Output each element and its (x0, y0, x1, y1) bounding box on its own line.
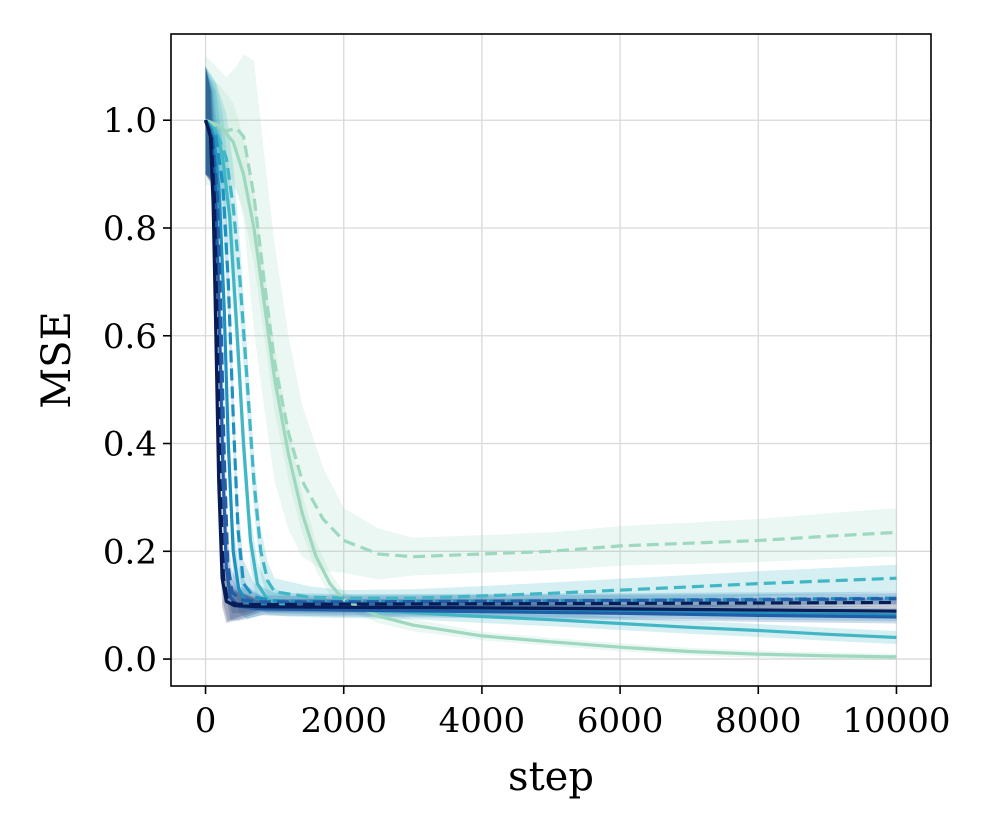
grid (171, 34, 931, 686)
x-axis-label: step (508, 754, 594, 800)
x-tick-label: 8000 (715, 701, 802, 741)
series-band-0 (205, 54, 897, 580)
series-line-5 (204, 119, 897, 617)
x-tick-label: 10000 (842, 701, 950, 741)
plot-frame (170, 33, 932, 687)
y-tick-label: 1.0 (103, 101, 157, 141)
x-tick-label: 2000 (300, 701, 387, 741)
axis-ticks: 0 2000 4000 6000 8000 10000 0.0 0.2 0.4 0.6 0.8 1.0 (103, 101, 951, 741)
series-line-0 (204, 118, 897, 559)
y-tick-label: 0.2 (103, 532, 157, 572)
series-lines (203, 118, 897, 659)
series-line-9 (203, 119, 897, 613)
y-tick-label: 0.6 (103, 317, 157, 357)
y-axis-label: MSE (34, 311, 80, 409)
x-tick-label: 4000 (439, 701, 526, 741)
series-line-1 (204, 118, 897, 659)
x-tick-label: 0 (195, 701, 217, 741)
y-tick-label: 0.0 (103, 640, 157, 680)
y-tick-label: 0.8 (103, 209, 157, 249)
series-line-2 (204, 119, 897, 600)
y-tick-label: 0.4 (103, 425, 157, 465)
x-tick-label: 6000 (577, 701, 664, 741)
series-line-4 (204, 119, 897, 604)
confidence-bands (205, 54, 897, 661)
